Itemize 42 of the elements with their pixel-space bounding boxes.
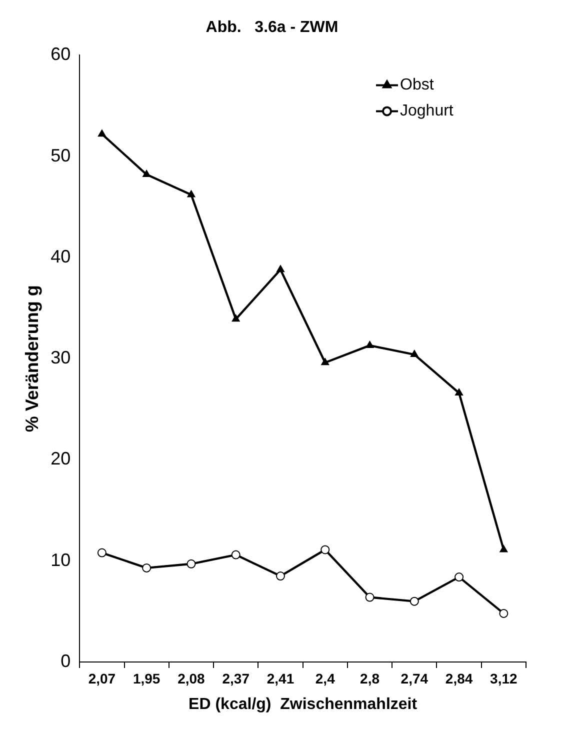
x-tick-label: 2,37 [222,670,250,686]
x-axis-title: ED (kcal/g) Zwischenmahlzeit [188,696,418,713]
x-tick-label: 2,84 [445,670,473,686]
y-axis-title: % Veränderung g [22,285,42,432]
y-tick-label: 0 [60,650,71,671]
point [142,563,152,572]
point [187,190,196,198]
y-tick-label: 40 [50,246,71,266]
y-tick-label: 50 [50,145,71,166]
point [276,265,284,272]
x-tick-label: 2,4 [315,670,336,686]
y-tick-label: 60 [50,44,71,64]
point [142,170,151,178]
point [365,592,374,602]
point [186,559,196,568]
point [454,572,464,582]
point [321,358,330,366]
y-tick-label: 30 [50,348,71,368]
point [410,596,419,606]
point [276,572,285,581]
x-tick-label: 2,07 [88,670,116,686]
legend-label: Obst [400,76,434,94]
point [410,350,418,358]
point [231,550,240,560]
x-tick-label: 2,41 [266,670,294,686]
x-tick-label: 2,08 [178,670,206,686]
legend-label: Joghurt [400,102,454,120]
x-tick-label: 3,12 [490,670,518,686]
x-tick-label: 1,95 [132,670,160,686]
chart-title: Abb. 3.6a - ZWM [206,19,338,36]
x-tick-label: 2,8 [360,670,380,686]
point [455,388,464,396]
y-tick-label: 10 [50,550,71,570]
point [499,608,508,618]
point [320,545,330,554]
point [97,548,106,558]
point [232,314,240,322]
point [366,340,374,348]
point [500,545,508,552]
x-tick-label: 2,74 [400,670,428,686]
point [98,130,106,137]
y-tick-label: 20 [50,448,71,469]
